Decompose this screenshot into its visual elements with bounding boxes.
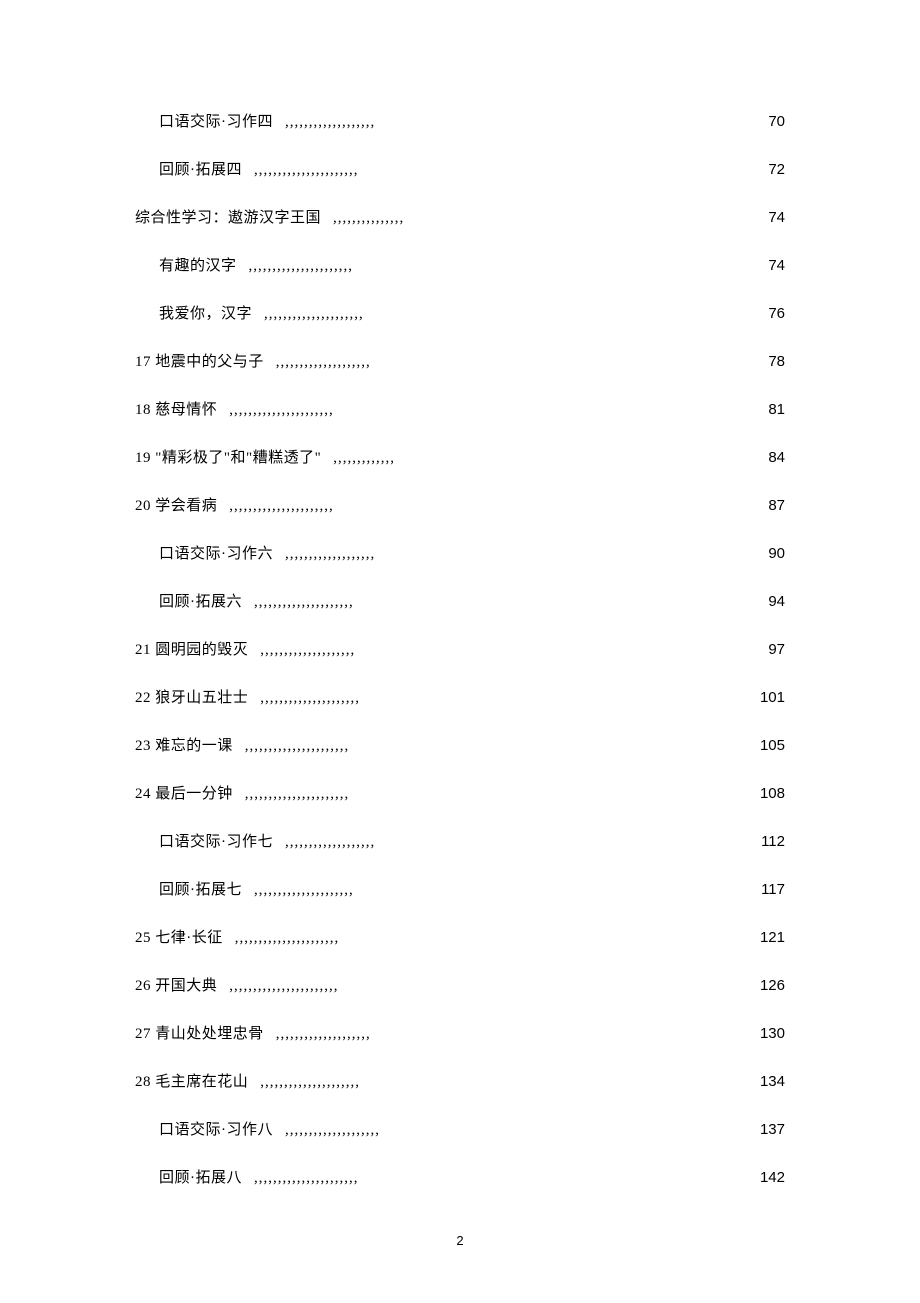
toc-entry: 24 最后一分钟,,,,,,,,,,,,,,,,,,,,,, 108 xyxy=(135,782,785,803)
toc-entry-leader: ,,,,,,,,,,,,,,,,,,,, xyxy=(264,354,371,371)
toc-entry-title: 我爱你，汉字 xyxy=(135,302,252,323)
toc-entry-leader: ,,,,,,,,,,,,,,,,,,,, xyxy=(264,1026,371,1043)
toc-entry-page: 81 xyxy=(745,401,785,418)
toc-entry-page: 112 xyxy=(745,833,785,850)
toc-entry-page: 105 xyxy=(745,737,785,754)
toc-entry: 有趣的汉字,,,,,,,,,,,,,,,,,,,,,, 74 xyxy=(135,254,785,275)
toc-entry: 25 七律·长征,,,,,,,,,,,,,,,,,,,,,, 121 xyxy=(135,926,785,947)
toc-entry-title: 口语交际·习作七 xyxy=(135,830,273,851)
toc-entry-title: 综合性学习：遨游汉字王国 xyxy=(135,206,321,227)
toc-entry-page: 70 xyxy=(745,113,785,130)
toc-entry-leader: ,,,,,,,,,,,,,,,,,,,,,, xyxy=(223,930,340,947)
toc-entry-title: 口语交际·习作八 xyxy=(135,1118,273,1139)
toc-entry-page: 142 xyxy=(745,1169,785,1186)
toc-entry-leader: ,,,,,,,,,,,,,,,,,,, xyxy=(273,834,375,851)
toc-entry-leader: ,,,,,,,,,,,,,,,,,,,,,, xyxy=(242,162,359,179)
toc-entry-leader: ,,,,,,,,,,,,,,,,,,,,,, xyxy=(233,738,350,755)
toc-entry-title: 19 "精彩极了"和"糟糕透了" xyxy=(135,446,321,467)
toc-entry: 综合性学习：遨游汉字王国,,,,,,,,,,,,,,, 74 xyxy=(135,206,785,227)
toc-entry-title: 22 狼牙山五壮士 xyxy=(135,686,248,707)
toc-entry: 17 地震中的父与子,,,,,,,,,,,,,,,,,,,, 78 xyxy=(135,350,785,371)
toc-entry: 19 "精彩极了"和"糟糕透了",,,,,,,,,,,,, 84 xyxy=(135,446,785,467)
toc-entry-page: 101 xyxy=(745,689,785,706)
toc-entry-page: 137 xyxy=(745,1121,785,1138)
toc-entry-page: 130 xyxy=(745,1025,785,1042)
toc-entry-page: 72 xyxy=(745,161,785,178)
toc-entry-page: 76 xyxy=(745,305,785,322)
toc-entry-page: 84 xyxy=(745,449,785,466)
toc-entry-title: 有趣的汉字 xyxy=(135,254,237,275)
toc-entry-leader: ,,,,,,,,,,,,,,,,,,,,, xyxy=(242,882,354,899)
toc-entry-title: 回顾·拓展八 xyxy=(135,1166,242,1187)
toc-entry: 口语交际·习作八,,,,,,,,,,,,,,,,,,,, 137 xyxy=(135,1118,785,1139)
toc-entry-leader: ,,,,,,,,,,,,,,,,,,,,,, xyxy=(217,498,334,515)
toc-entry-leader: ,,,,,,,,,,,,,,,,,,,, xyxy=(248,642,355,659)
table-of-contents: 口语交际·习作四,,,,,,,,,,,,,,,,,,, 70 回顾·拓展四,,,,,… xyxy=(135,110,785,1187)
document-page: 口语交际·习作四,,,,,,,,,,,,,,,,,,, 70 回顾·拓展四,,,,,… xyxy=(0,0,920,1303)
toc-entry: 21 圆明园的毁灭,,,,,,,,,,,,,,,,,,,, 97 xyxy=(135,638,785,659)
toc-entry-leader: ,,,,,,,,,,,,,,,,,,,,,, xyxy=(242,1170,359,1187)
toc-entry-title: 口语交际·习作六 xyxy=(135,542,273,563)
toc-entry-leader: ,,,,,,,,,,,,,,,,,,,,, xyxy=(248,690,360,707)
toc-entry: 回顾·拓展四,,,,,,,,,,,,,,,,,,,,,, 72 xyxy=(135,158,785,179)
toc-entry-page: 121 xyxy=(745,929,785,946)
toc-entry-title: 27 青山处处埋忠骨 xyxy=(135,1022,264,1043)
toc-entry-title: 28 毛主席在花山 xyxy=(135,1070,248,1091)
toc-entry: 18 慈母情怀,,,,,,,,,,,,,,,,,,,,,, 81 xyxy=(135,398,785,419)
toc-entry-title: 回顾·拓展六 xyxy=(135,590,242,611)
toc-entry-title: 18 慈母情怀 xyxy=(135,398,217,419)
toc-entry: 回顾·拓展八,,,,,,,,,,,,,,,,,,,,,, 142 xyxy=(135,1166,785,1187)
toc-entry-title: 回顾·拓展七 xyxy=(135,878,242,899)
toc-entry-leader: ,,,,,,,,,,,,,,,,,,, xyxy=(273,546,375,563)
toc-entry-leader: ,,,,,,,,,,,,,,,,,,,,,, xyxy=(237,258,354,275)
toc-entry: 回顾·拓展六,,,,,,,,,,,,,,,,,,,,, 94 xyxy=(135,590,785,611)
toc-entry-page: 87 xyxy=(745,497,785,514)
toc-entry-page: 74 xyxy=(745,257,785,274)
toc-entry: 口语交际·习作六,,,,,,,,,,,,,,,,,,, 90 xyxy=(135,542,785,563)
toc-entry-title: 17 地震中的父与子 xyxy=(135,350,264,371)
toc-entry-page: 134 xyxy=(745,1073,785,1090)
toc-entry-title: 24 最后一分钟 xyxy=(135,782,233,803)
toc-entry: 28 毛主席在花山,,,,,,,,,,,,,,,,,,,,, 134 xyxy=(135,1070,785,1091)
toc-entry-leader: ,,,,,,,,,,,,,,,,,,,,, xyxy=(248,1074,360,1091)
page-number: 2 xyxy=(456,1233,463,1248)
toc-entry-page: 126 xyxy=(745,977,785,994)
toc-entry-page: 74 xyxy=(745,209,785,226)
toc-entry: 22 狼牙山五壮士,,,,,,,,,,,,,,,,,,,,, 101 xyxy=(135,686,785,707)
toc-entry: 口语交际·习作四,,,,,,,,,,,,,,,,,,, 70 xyxy=(135,110,785,131)
toc-entry-leader: ,,,,,,,,,,,,,,, xyxy=(321,210,404,227)
toc-entry-page: 94 xyxy=(745,593,785,610)
toc-entry: 27 青山处处埋忠骨,,,,,,,,,,,,,,,,,,,, 130 xyxy=(135,1022,785,1043)
toc-entry-title: 20 学会看病 xyxy=(135,494,217,515)
toc-entry-leader: ,,,,,,,,,,,,,,,,,,,,, xyxy=(252,306,364,323)
toc-entry-title: 21 圆明园的毁灭 xyxy=(135,638,248,659)
toc-entry: 我爱你，汉字,,,,,,,,,,,,,,,,,,,,, 76 xyxy=(135,302,785,323)
toc-entry: 口语交际·习作七,,,,,,,,,,,,,,,,,,, 112 xyxy=(135,830,785,851)
toc-entry-leader: ,,,,,,,,,,,,,,,,,,,,, xyxy=(242,594,354,611)
toc-entry-leader: ,,,,,,,,,,,,, xyxy=(321,450,395,467)
toc-entry-leader: ,,,,,,,,,,,,,,,,,,,, xyxy=(273,1122,380,1139)
toc-entry-title: 口语交际·习作四 xyxy=(135,110,273,131)
toc-entry-page: 78 xyxy=(745,353,785,370)
toc-entry-title: 23 难忘的一课 xyxy=(135,734,233,755)
toc-entry-leader: ,,,,,,,,,,,,,,,,,,,,,, xyxy=(217,402,334,419)
toc-entry-page: 97 xyxy=(745,641,785,658)
toc-entry-page: 90 xyxy=(745,545,785,562)
toc-entry-title: 25 七律·长征 xyxy=(135,926,223,947)
toc-entry-leader: ,,,,,,,,,,,,,,,,,,, xyxy=(273,114,375,131)
toc-entry-page: 108 xyxy=(745,785,785,802)
toc-entry-title: 26 开国大典 xyxy=(135,974,217,995)
toc-entry: 20 学会看病,,,,,,,,,,,,,,,,,,,,,, 87 xyxy=(135,494,785,515)
toc-entry-title: 回顾·拓展四 xyxy=(135,158,242,179)
toc-entry-page: 117 xyxy=(745,881,785,898)
toc-entry: 23 难忘的一课,,,,,,,,,,,,,,,,,,,,,, 105 xyxy=(135,734,785,755)
toc-entry-leader: ,,,,,,,,,,,,,,,,,,,,,,, xyxy=(217,978,338,995)
toc-entry: 回顾·拓展七,,,,,,,,,,,,,,,,,,,,, 117 xyxy=(135,878,785,899)
toc-entry-leader: ,,,,,,,,,,,,,,,,,,,,,, xyxy=(233,786,350,803)
toc-entry: 26 开国大典,,,,,,,,,,,,,,,,,,,,,,, 126 xyxy=(135,974,785,995)
